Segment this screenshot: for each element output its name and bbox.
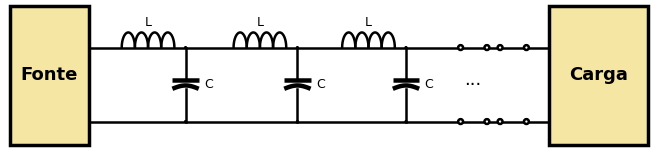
Circle shape	[297, 47, 298, 48]
Circle shape	[497, 45, 503, 50]
Circle shape	[524, 119, 529, 124]
Circle shape	[524, 45, 529, 50]
Circle shape	[185, 47, 186, 48]
Circle shape	[405, 47, 407, 48]
Text: L: L	[365, 16, 372, 29]
Circle shape	[458, 45, 463, 50]
Text: ···: ···	[464, 76, 481, 94]
Circle shape	[484, 45, 490, 50]
Text: L: L	[257, 16, 263, 29]
Text: Fonte: Fonte	[20, 66, 78, 85]
Circle shape	[484, 119, 490, 124]
Text: C: C	[424, 78, 433, 91]
Text: L: L	[145, 16, 151, 29]
Bar	[10, 6, 89, 145]
Circle shape	[297, 121, 298, 122]
Text: C: C	[316, 78, 324, 91]
Text: C: C	[204, 78, 213, 91]
Circle shape	[458, 119, 463, 124]
Bar	[549, 6, 648, 145]
Circle shape	[185, 121, 186, 122]
Circle shape	[497, 119, 503, 124]
Circle shape	[405, 121, 407, 122]
Text: Carga: Carga	[569, 66, 628, 85]
